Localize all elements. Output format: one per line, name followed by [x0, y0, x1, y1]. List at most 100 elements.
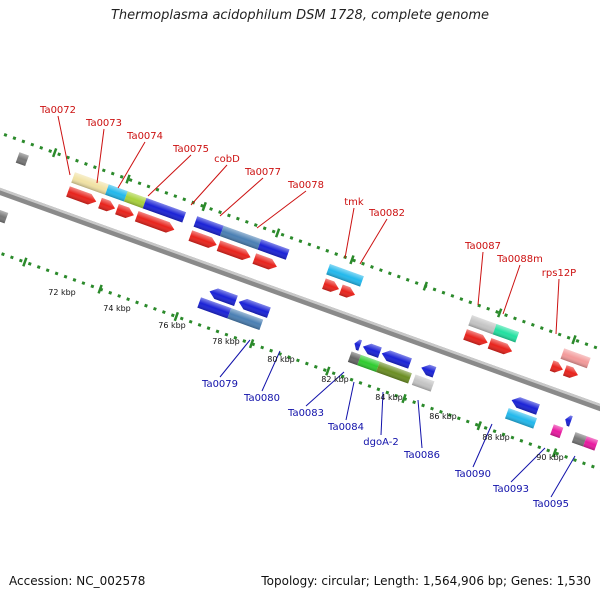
forward-cds-arrow-shade: [134, 211, 175, 233]
ring-dot-inner: [206, 326, 211, 331]
label-cobD: cobD: [214, 154, 240, 165]
ring-dot-outer: [557, 332, 562, 337]
ring-dot-outer: [361, 261, 365, 266]
forward-cds-arrow-shade: [98, 197, 116, 212]
ring-dot-outer: [227, 213, 231, 218]
ring-dot-inner: [313, 364, 318, 369]
gene-block-Ta0079-shade: [197, 297, 232, 319]
gene-block-Ta0093-shade: [550, 424, 564, 439]
ring-dot-outer: [405, 277, 410, 282]
ring-dot-outer: [39, 145, 44, 150]
ring-dot-inner: [528, 442, 533, 446]
ring-dot-outer: [137, 181, 142, 186]
label-Ta0073: Ta0073: [85, 118, 122, 129]
leader-Ta0095: [550, 455, 576, 498]
ring-dot-inner: [296, 358, 300, 363]
leader-cobD: [190, 164, 228, 206]
ring-dot-outer: [280, 232, 285, 237]
gene-block-Ta0088m-shade: [492, 323, 520, 343]
gene-block-Ta0086-shade: [411, 374, 435, 392]
ring-dot-outer: [218, 210, 222, 215]
ring-dot-inner: [144, 303, 148, 308]
ring-dot-inner: [340, 374, 345, 379]
ring-dot-inner: [421, 403, 425, 408]
ring-dot-inner: [117, 294, 122, 298]
ring-dot-outer: [84, 162, 88, 166]
leader-Ta0075: [147, 154, 192, 197]
ring-dot-outer: [468, 300, 473, 305]
tick-major-inner: [97, 284, 103, 294]
ring-dot-inner: [188, 319, 193, 324]
scale-label: 74 kbp: [103, 304, 131, 313]
leader-Ta0083: [305, 371, 345, 407]
ring-dot-inner: [45, 268, 50, 273]
forward-cds-arrow-shade: [322, 278, 340, 292]
ring-dot-outer: [504, 313, 508, 318]
ring-dot-inner: [9, 255, 14, 260]
accession-text: Accession: NC_002578: [9, 574, 146, 588]
ring-dot-inner: [483, 426, 488, 430]
ring-dot-outer: [119, 174, 124, 179]
reverse-cds-arrow-shade: [511, 397, 540, 415]
ring-dot-inner: [287, 355, 291, 360]
genome-info-text: Topology: circular; Length: 1,564,906 bp…: [261, 574, 591, 588]
scale-label: 90 kbp: [536, 453, 564, 462]
tick-major-inner: [173, 311, 180, 322]
ring-dot-inner: [447, 413, 452, 417]
ring-dot-inner: [564, 454, 568, 459]
ring-dot-inner: [197, 323, 202, 327]
ring-dot-outer: [12, 136, 17, 141]
scale-label: 72 kbp: [48, 288, 76, 297]
gene-block-Ta0080-shade: [227, 308, 264, 331]
gene-block-Ta0084-shade: [357, 354, 380, 373]
ring-dot-inner: [224, 332, 229, 337]
ring-dot-outer: [396, 274, 401, 279]
scale-label: 82 kbp: [321, 375, 349, 384]
rings: [0, 133, 600, 472]
ring-dot-outer: [209, 207, 213, 211]
ring-dot-inner: [465, 419, 470, 424]
ring-dot-outer: [48, 149, 53, 153]
feature-tracks: [0, 152, 599, 451]
ring-dot-outer: [182, 197, 187, 202]
scale-label: 78 kbp: [212, 337, 240, 346]
label-Ta0084: Ta0084: [327, 422, 364, 433]
ring-dot-inner: [18, 258, 23, 263]
label-Ta0078: Ta0078: [287, 180, 324, 191]
leader-tmk: [344, 207, 355, 259]
ring-dot-inner: [537, 445, 542, 450]
gene-block-cobD-shade: [193, 216, 224, 237]
ring-dot-inner: [161, 310, 166, 315]
label-tmk: tmk: [344, 197, 364, 208]
ring-dot-inner: [233, 335, 238, 340]
gene-block-Ta0075-shade: [142, 197, 187, 223]
forward-cds-arrow-shade: [339, 284, 356, 298]
ring-dot-inner: [439, 409, 443, 414]
label-Ta0086: Ta0086: [403, 450, 440, 461]
label-Ta0095: Ta0095: [532, 499, 569, 510]
gene-block-left-shade: [15, 152, 29, 166]
tick-major-inner: [325, 366, 331, 376]
ring-dot-inner: [474, 422, 479, 427]
ring-dot-inner: [179, 316, 184, 321]
label-Ta0077: Ta0077: [244, 167, 281, 178]
ring-dot-inner: [126, 297, 131, 302]
ring-dot-inner: [90, 284, 95, 289]
ring-dot-inner: [367, 384, 372, 389]
reverse-cds-arrow-shade: [421, 364, 437, 378]
leader-Ta0082: [359, 218, 388, 265]
ring-dot-outer: [450, 293, 455, 298]
tick-major-outer: [274, 228, 281, 238]
leader-Ta0080: [261, 350, 281, 392]
ring-dot-inner: [510, 435, 515, 440]
scale-label: 76 kbp: [158, 321, 186, 330]
ring-dot-inner: [501, 432, 506, 437]
label-Ta0087: Ta0087: [464, 241, 501, 252]
ring-dot-outer: [575, 339, 580, 343]
label-rps12P: rps12P: [542, 268, 576, 279]
ring-dot-outer: [253, 223, 258, 228]
ring-dot-inner: [260, 345, 265, 350]
label-Ta0079: Ta0079: [201, 379, 238, 390]
ring-dot-inner: [385, 390, 390, 395]
reverse-cds-arrow-shade: [238, 299, 271, 318]
